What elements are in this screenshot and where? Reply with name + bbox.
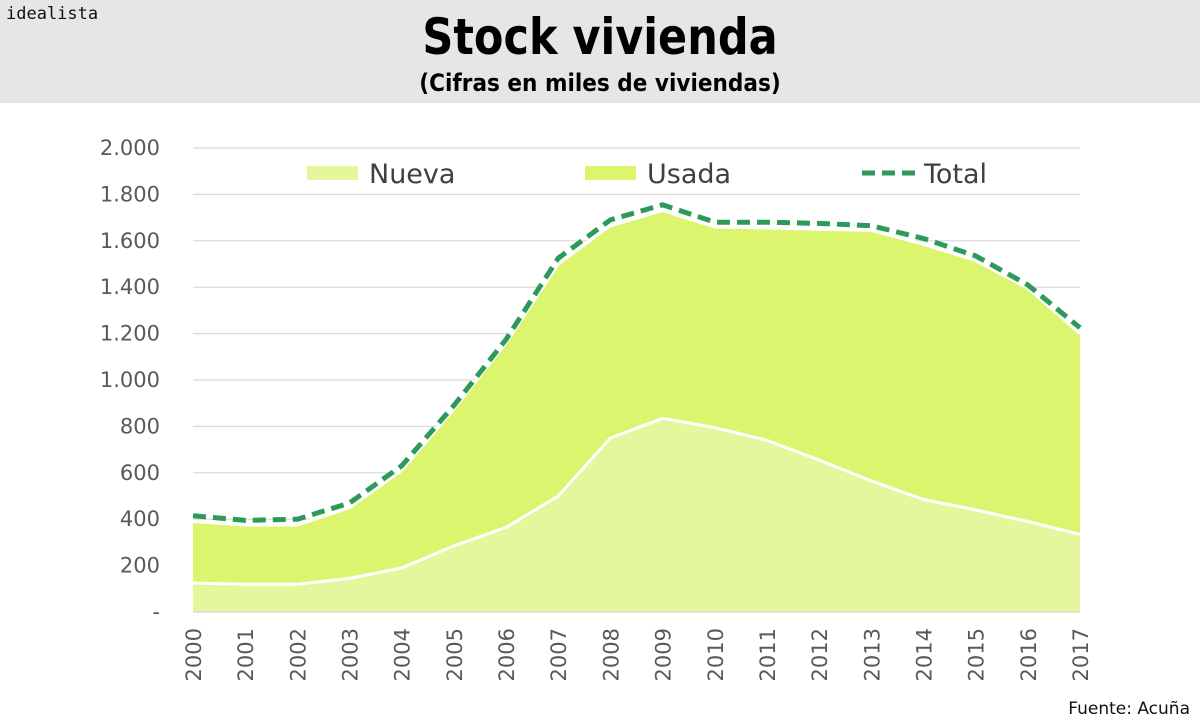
legend-item-nueva: Nueva xyxy=(307,159,455,190)
x-tick-label: 2013 xyxy=(860,628,884,681)
nueva-edge xyxy=(192,416,1081,586)
y-tick-label: 2.000 xyxy=(100,136,160,160)
y-tick-label: 1.800 xyxy=(100,182,160,206)
x-tick-label: 2009 xyxy=(652,628,676,681)
area-series xyxy=(193,210,1080,612)
legend-label: Usada xyxy=(647,159,731,190)
area-usada xyxy=(193,210,1080,585)
x-tick-label: 2000 xyxy=(182,628,206,681)
x-axis: 2000 2001 2002 2003 2004 2005 2006 2007 2008 2009… xyxy=(182,611,1093,681)
legend: Nueva Usada Total xyxy=(307,159,987,190)
line-series xyxy=(192,202,1082,586)
y-tick-label: 1.000 xyxy=(100,368,160,392)
y-tick-label: - xyxy=(152,600,160,624)
legend-item-total: Total xyxy=(862,159,987,190)
y-tick-label: 200 xyxy=(120,554,160,578)
y-axis: - 200 400 600 800 1.000 1.200 1.400 1.600 1.800 2.… xyxy=(100,136,160,624)
legend-swatch xyxy=(585,166,636,180)
brand-logo: idealista xyxy=(6,4,99,24)
x-tick-label: 2010 xyxy=(704,628,728,681)
chart-title: Stock vivienda xyxy=(422,8,778,66)
x-tick-label: 2002 xyxy=(286,628,310,681)
y-tick-label: 1.600 xyxy=(100,229,160,253)
x-tick-label: 2015 xyxy=(965,628,989,681)
source-note: Fuente: Acuña xyxy=(1068,699,1190,719)
y-tick-label: 400 xyxy=(120,507,160,531)
x-tick-label: 2006 xyxy=(495,628,519,681)
chart-subtitle: (Cifras en miles de viviendas) xyxy=(419,69,781,97)
x-tick-label: 2008 xyxy=(599,628,623,681)
x-tick-label: 2014 xyxy=(912,628,936,681)
x-tick-label: 2003 xyxy=(339,628,363,681)
y-tick-label: 1.400 xyxy=(100,275,160,299)
x-tick-label: 2005 xyxy=(443,628,467,681)
x-tick-label: 2012 xyxy=(808,628,832,681)
x-tick-label: 2007 xyxy=(547,628,571,681)
y-tick-label: 1.200 xyxy=(100,322,160,346)
legend-item-usada: Usada xyxy=(585,159,731,190)
usada-edge xyxy=(192,209,1081,527)
header-bar: idealista Stock vivienda (Cifras en mile… xyxy=(0,0,1200,103)
y-tick-label: 800 xyxy=(120,414,160,438)
x-tick-label: 2004 xyxy=(391,628,415,681)
legend-swatch xyxy=(307,166,358,180)
x-tick-label: 2001 xyxy=(234,628,258,681)
x-tick-label: 2011 xyxy=(756,628,780,681)
line-total xyxy=(192,202,1082,523)
legend-label: Total xyxy=(923,159,987,190)
y-tick-label: 600 xyxy=(120,461,160,485)
legend-label: Nueva xyxy=(369,159,455,190)
x-tick-label: 2016 xyxy=(1017,628,1041,681)
x-tick-label: 2017 xyxy=(1069,628,1093,681)
